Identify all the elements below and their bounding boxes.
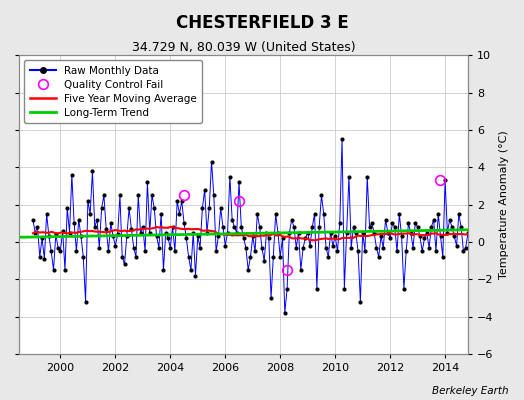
Text: CHESTERFIELD 3 E: CHESTERFIELD 3 E bbox=[176, 14, 348, 32]
Text: Berkeley Earth: Berkeley Earth bbox=[432, 386, 508, 396]
Y-axis label: Temperature Anomaly (°C): Temperature Anomaly (°C) bbox=[499, 130, 509, 279]
Title: 34.729 N, 80.039 W (United States): 34.729 N, 80.039 W (United States) bbox=[132, 41, 355, 54]
Legend: Raw Monthly Data, Quality Control Fail, Five Year Moving Average, Long-Term Tren: Raw Monthly Data, Quality Control Fail, … bbox=[25, 60, 202, 123]
